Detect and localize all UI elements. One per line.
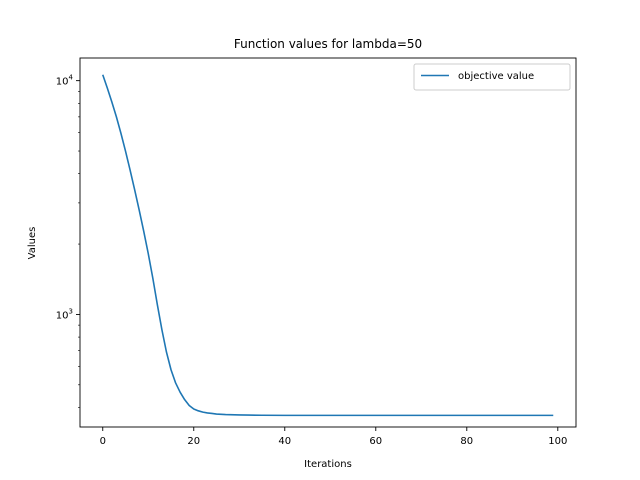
x-tick-label: 60 [369,436,382,447]
legend: objective value [413,63,571,91]
x-tick-label: 0 [100,436,106,447]
legend-entry-label: objective value [458,71,534,82]
x-tick-label: 100 [548,436,567,447]
axes-frame [79,57,577,428]
y-axis-label: Values [27,227,38,260]
x-tick-label: 80 [460,436,473,447]
legend-box [413,63,571,91]
x-tick-label: 40 [278,436,291,447]
plot-area: 0 20 40 60 80 100 103 104 [56,57,577,447]
series-line-0 [101,74,554,417]
y-tick-label: 103 [56,307,73,321]
y-tick-label: 104 [56,74,74,88]
x-tick-label: 20 [187,436,200,447]
chart-title: Function values for lambda=50 [234,37,422,51]
x-axis-label: Iterations [304,459,352,470]
